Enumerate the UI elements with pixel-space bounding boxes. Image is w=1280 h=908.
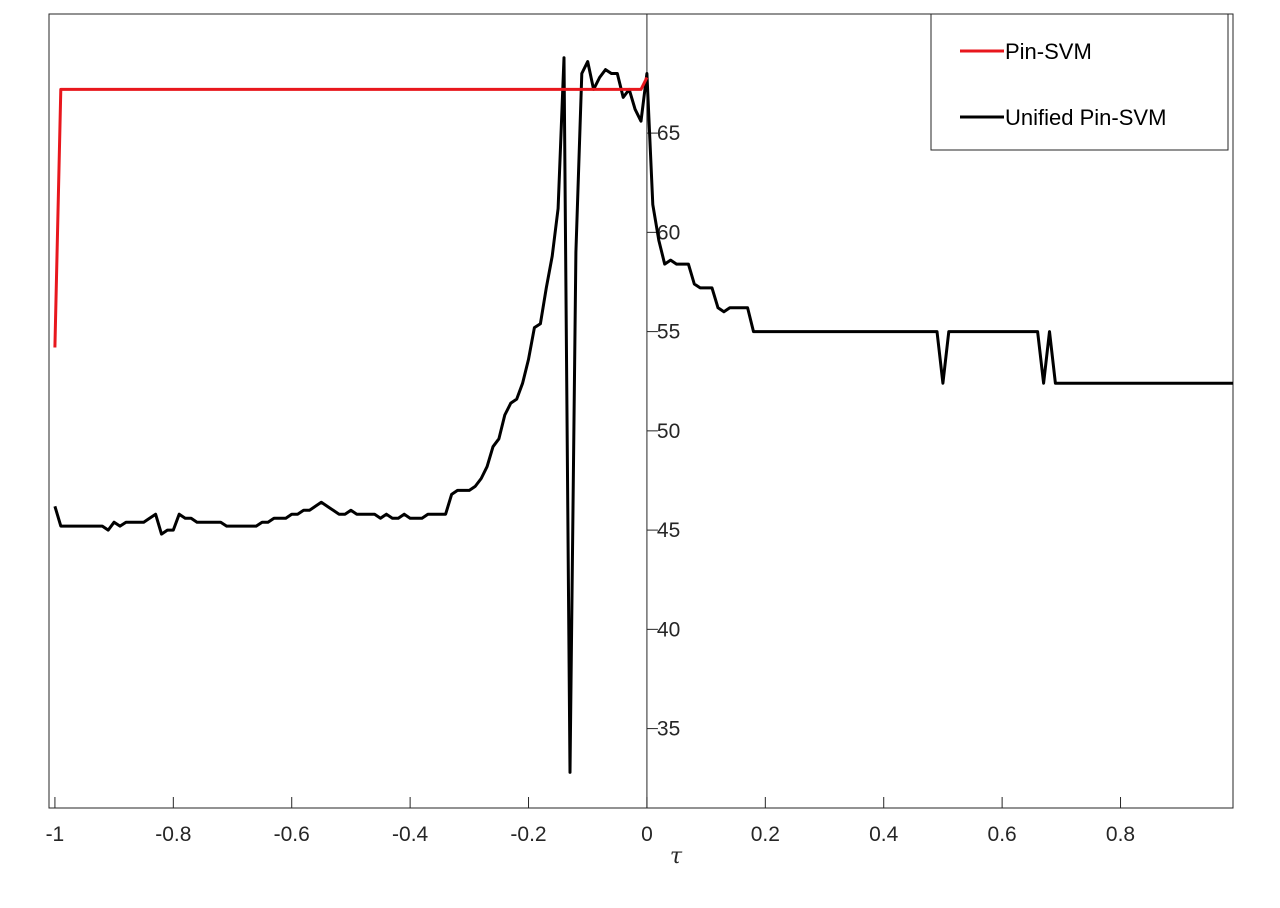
legend-box: [930, 13, 1229, 151]
x-tick-label: 0.2: [751, 823, 780, 846]
y-tick-label: 45: [657, 519, 680, 542]
x-tick-label: -0.4: [392, 823, 429, 846]
y-tick-label: 55: [657, 321, 680, 344]
series-line: [53, 76, 649, 348]
series-layer: [53, 56, 1233, 774]
legend-label: Pin-SVM: [1005, 39, 1092, 64]
y-tick-label: 35: [657, 718, 680, 741]
y-tick-label: 50: [657, 420, 680, 443]
x-tick-label: -0.8: [155, 823, 191, 846]
legend-label: Unified Pin-SVM: [1005, 105, 1166, 130]
plot-frame: [48, 13, 1234, 809]
x-axis-ticks: [54, 797, 1122, 808]
series-line: [53, 56, 1233, 774]
y-tick-label: 65: [657, 122, 680, 145]
x-axis-label: τ: [670, 844, 683, 869]
y-tick-label: 40: [657, 618, 680, 641]
x-tick-label: 0.8: [1106, 823, 1135, 846]
x-tick-label: -0.2: [510, 823, 546, 846]
y-axis: 35 40 45 50 55 60 65: [646, 13, 680, 808]
x-tick-label: 0.4: [869, 823, 899, 846]
legend: Pin-SVM Unified Pin-SVM: [930, 13, 1229, 151]
x-tick-label: 0: [641, 823, 653, 846]
y-tick-label: 60: [657, 221, 680, 244]
x-tick-label: -1: [46, 823, 65, 846]
x-tick-label: -0.6: [274, 823, 310, 846]
x-tick-label: 0.6: [988, 823, 1017, 846]
x-axis-tick-labels: -1 -0.8 -0.6 -0.4 -0.2 0 0.2 0.4 0.6 0.8: [46, 823, 1136, 846]
